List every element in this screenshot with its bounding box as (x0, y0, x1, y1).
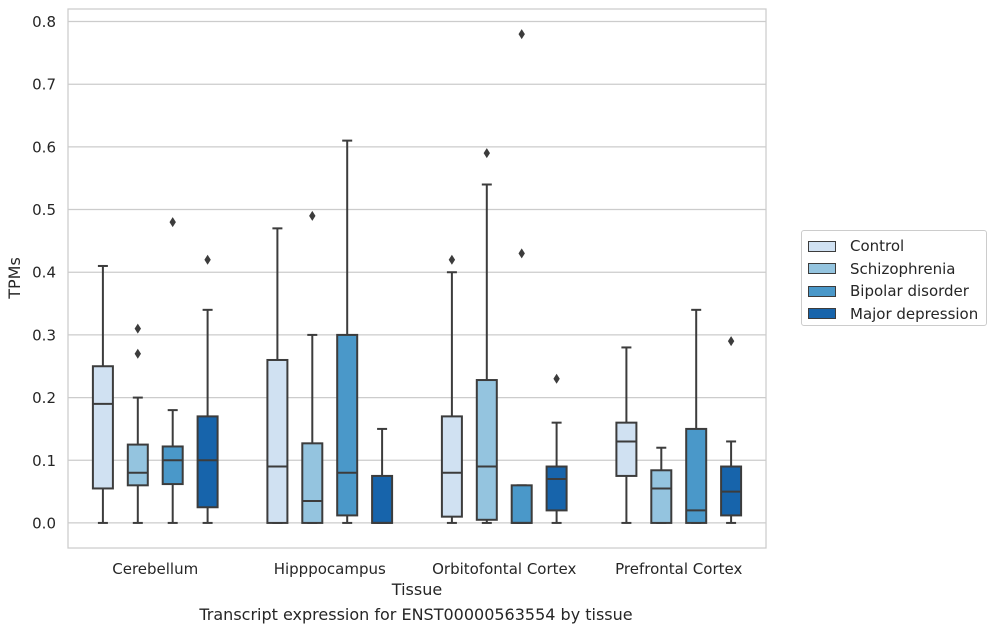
outlier-point (483, 148, 490, 159)
legend-label: Schizophrenia (850, 259, 956, 278)
box-orbitofontal-cortex-major-depression (545, 373, 568, 524)
y-tick-label: 0.3 (32, 326, 56, 344)
box-iqr (475, 379, 498, 521)
box-iqr (615, 421, 638, 477)
legend-item: Schizophrenia (808, 258, 980, 281)
box-iqr (545, 465, 568, 512)
box-iqr (196, 415, 219, 509)
outlier-point (518, 248, 525, 259)
legend-label: Major depression (850, 304, 979, 323)
y-tick-labels: 0.0 0.1 0.2 0.3 0.4 0.5 0.6 0.7 0.8 (32, 13, 56, 532)
y-tick-label: 0.5 (32, 201, 56, 219)
x-tick-label: Prefrontal Cortex (615, 560, 742, 578)
outlier-point (553, 373, 560, 384)
legend-item: Major depression (808, 303, 980, 326)
box-iqr (266, 358, 289, 524)
boxes (91, 29, 743, 524)
y-tick-label: 0.0 (32, 514, 56, 532)
box-iqr (91, 365, 114, 490)
box-prefrontal-cortex-major-depression (720, 336, 743, 524)
plot-frame (67, 8, 767, 549)
y-axis-label: TPMs (5, 257, 24, 300)
box-iqr (440, 415, 463, 518)
outlier-point (134, 323, 141, 334)
legend-item: Bipolar disorder (808, 280, 980, 303)
box-prefrontal-cortex-control (615, 346, 638, 524)
x-axis-label: Tissue (391, 580, 442, 599)
gridlines (68, 20, 766, 524)
x-tick-label: Hipppocampus (274, 560, 386, 578)
x-tick-label: Orbitofontal Cortex (432, 560, 576, 578)
box-prefrontal-cortex-bipolar-disorder (685, 308, 708, 524)
legend: Control Schizophrenia Bipolar disorder Majo… (801, 230, 987, 326)
y-tick-label: 0.2 (32, 389, 56, 407)
box-orbitofontal-cortex-control (440, 254, 463, 524)
legend-swatch (808, 308, 836, 320)
box-iqr (510, 484, 533, 524)
legend-swatch (808, 285, 836, 297)
y-tick-label: 0.4 (32, 264, 56, 282)
y-tick-label: 0.6 (32, 138, 56, 156)
y-tick-label: 0.7 (32, 76, 56, 94)
box-hipppocampus-schizophrenia (301, 210, 324, 524)
box-cerebellum-control (91, 264, 114, 524)
legend-swatch (808, 263, 836, 275)
box-iqr (126, 443, 149, 487)
box-iqr (371, 474, 394, 524)
box-iqr (161, 445, 184, 486)
chart-title: Transcript expression for ENST0000056355… (199, 605, 633, 624)
outlier-point (169, 217, 176, 228)
outlier-point (518, 29, 525, 40)
legend-label: Control (850, 237, 905, 256)
x-tick-labels: Cerebellum Hipppocampus Orbitofontal Corte… (112, 560, 742, 578)
box-iqr (685, 427, 708, 524)
outlier-point (727, 336, 735, 347)
box-hipppocampus-control (266, 227, 289, 524)
box-cerebellum-schizophrenia (126, 323, 149, 524)
box-cerebellum-bipolar-disorder (161, 217, 184, 524)
x-tick-label: Cerebellum (112, 560, 198, 578)
box-hipppocampus-bipolar-disorder (336, 139, 359, 524)
box-cerebellum-major-depression (196, 254, 219, 524)
legend-swatch (808, 240, 836, 252)
box-orbitofontal-cortex-bipolar-disorder (510, 29, 533, 524)
y-tick-label: 0.1 (32, 452, 56, 470)
box-orbitofontal-cortex-schizophrenia (475, 148, 498, 524)
legend-item: Control (808, 235, 980, 258)
box-iqr (650, 469, 673, 524)
y-tick-label: 0.8 (32, 13, 56, 31)
box-iqr (336, 333, 359, 517)
outlier-point (309, 210, 316, 221)
box-hipppocampus-major-depression (371, 427, 394, 524)
outlier-point (204, 254, 211, 265)
box-prefrontal-cortex-schizophrenia (650, 446, 673, 524)
outlier-point (134, 348, 141, 359)
legend-label: Bipolar disorder (850, 282, 969, 301)
outlier-point (448, 254, 456, 265)
box-iqr (301, 442, 324, 524)
